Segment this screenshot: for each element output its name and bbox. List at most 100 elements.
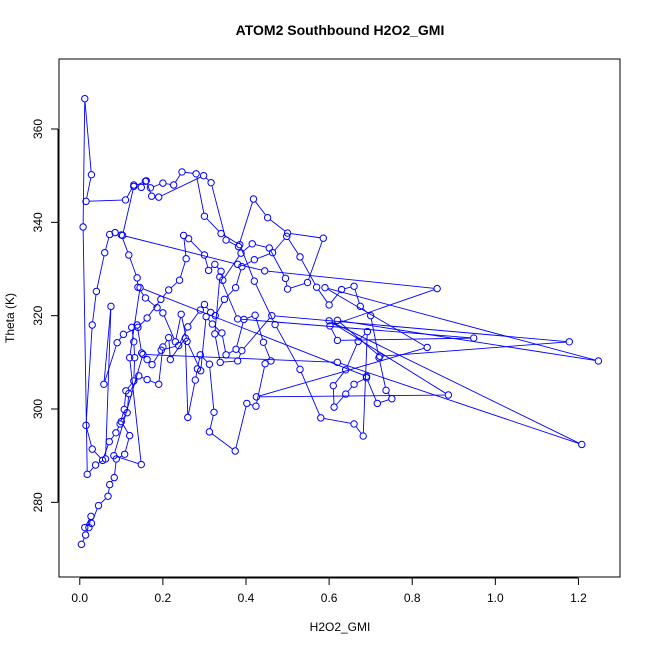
series-segment [318,289,328,303]
series-segment [96,255,105,289]
series-segment [164,345,176,350]
series-segment [127,383,133,389]
series-segment [288,238,299,255]
data-series [77,94,603,549]
series-segment [327,288,596,361]
data-point [146,184,155,192]
series-segment [120,412,124,421]
data-point [200,212,209,220]
data-point [333,358,342,367]
data-point [130,338,138,346]
data-point [210,408,218,416]
data-point [179,231,188,240]
data-point [350,420,358,428]
data-point [119,330,128,339]
data-point [388,395,396,403]
data-point [236,241,244,249]
series-segment [255,244,267,248]
data-point [208,320,217,328]
series-segment [255,283,275,322]
data-point [130,353,139,362]
data-point [122,387,130,395]
data-point [125,431,134,440]
series-segment [382,341,567,357]
data-point [252,393,261,401]
series-segment [86,428,92,447]
data-point [116,420,124,428]
data-point [350,282,358,290]
series-segment [330,291,340,303]
series-segment [300,372,320,416]
series-segment [147,299,155,307]
data-point [196,306,204,314]
data-point [81,523,89,532]
series-segment [122,424,129,434]
data-point [81,531,90,539]
data-point [184,234,193,243]
series-segment [360,333,366,340]
data-point [118,231,127,240]
data-point [238,346,246,355]
series-segment [200,319,207,368]
data-point [87,512,95,521]
data-point [77,540,86,549]
series-segment [290,233,321,239]
data-point [333,316,342,325]
series-segment [114,462,117,475]
series-segment [206,218,220,232]
data-point [166,355,175,364]
data-point [175,276,184,284]
data-point [120,450,129,458]
series-segment [216,301,224,314]
data-point [143,375,151,384]
data-point [319,234,327,242]
series-segment [196,176,205,214]
data-point [191,376,200,384]
series-segment [92,294,97,322]
data-point [251,311,259,319]
x-axis: 0.0 0.2 0.4 0.6 0.8 1.0 1.2 [71,577,587,605]
series-segment [142,288,364,376]
data-point [94,501,103,510]
data-point [182,255,190,263]
x-tick-label: 0.4 [238,591,255,605]
series-segment [228,350,234,354]
data-point [267,357,275,365]
data-point [137,183,145,192]
series-segment [124,393,127,407]
data-point [382,386,390,395]
series-segment [82,537,85,542]
data-point [120,405,128,414]
series-segment [362,334,368,433]
series-segment [175,317,181,339]
series-segment [82,101,86,224]
series-segment [94,451,101,459]
series-segment [122,189,134,233]
data-point [565,338,574,346]
data-point [211,311,219,320]
data-point [281,274,290,283]
data-point [268,311,276,320]
series-segment [188,383,196,415]
series-segment [214,280,220,331]
series-segment [222,335,226,352]
series-segment [214,336,221,360]
series-segment [259,394,446,398]
data-point [100,380,108,388]
series-segment [301,259,316,285]
series-segment [327,288,425,347]
data-point [366,311,375,320]
data-point [87,171,96,179]
data-point [329,381,337,390]
series-segment [204,257,209,268]
series-segment [153,183,161,188]
series-segment [236,269,242,285]
data-point [105,480,114,489]
data-point [222,351,230,359]
data-point [159,179,167,187]
x-tick-label: 1.2 [570,591,587,605]
series-segment [209,415,214,429]
series-segment [139,319,146,326]
series-segment [118,336,122,341]
